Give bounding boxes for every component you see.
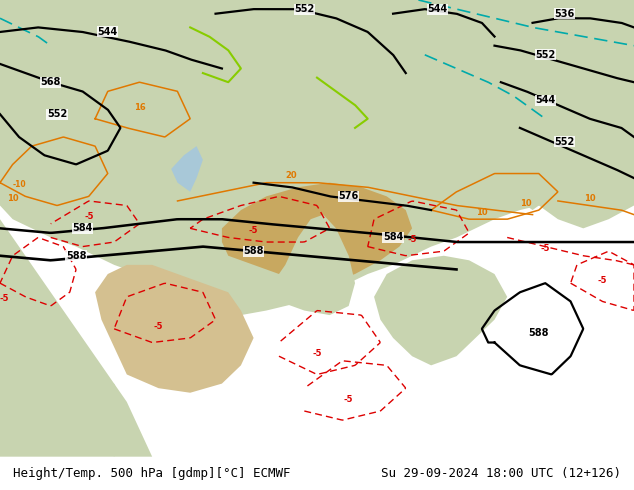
Polygon shape [0, 0, 634, 315]
Polygon shape [374, 256, 507, 366]
Text: 552: 552 [535, 50, 555, 60]
Text: -5: -5 [313, 349, 321, 358]
Text: 552: 552 [554, 137, 574, 147]
Text: -5: -5 [344, 395, 353, 404]
Polygon shape [171, 146, 203, 192]
Text: -5: -5 [598, 276, 607, 285]
Text: 10: 10 [521, 198, 532, 207]
Text: 588: 588 [243, 246, 264, 256]
Polygon shape [222, 183, 412, 283]
Text: 10: 10 [7, 194, 18, 203]
Text: 16: 16 [134, 102, 145, 112]
Text: 588: 588 [529, 328, 549, 339]
Text: 584: 584 [72, 223, 93, 233]
Text: 584: 584 [383, 232, 403, 243]
Text: 544: 544 [427, 4, 448, 14]
Polygon shape [552, 146, 602, 215]
Text: 544: 544 [98, 27, 118, 37]
Polygon shape [0, 219, 127, 457]
Text: 568: 568 [41, 77, 61, 87]
Polygon shape [101, 384, 152, 457]
Text: -10: -10 [13, 180, 26, 189]
Text: 10: 10 [584, 194, 595, 203]
Text: -5: -5 [249, 226, 258, 235]
Polygon shape [514, 173, 545, 210]
Polygon shape [95, 265, 254, 393]
Text: 552: 552 [47, 109, 67, 119]
Text: 20: 20 [286, 171, 297, 180]
Text: -5: -5 [541, 244, 550, 253]
Text: 536: 536 [554, 9, 574, 19]
Polygon shape [273, 215, 355, 315]
Text: 544: 544 [535, 96, 555, 105]
Text: 576: 576 [339, 192, 359, 201]
Text: Su 29-09-2024 18:00 UTC (12+126): Su 29-09-2024 18:00 UTC (12+126) [381, 467, 621, 480]
Text: -5: -5 [0, 294, 10, 303]
Text: -5: -5 [408, 235, 417, 244]
Text: 588: 588 [66, 251, 86, 261]
Text: -5: -5 [84, 212, 93, 221]
Text: -5: -5 [154, 322, 163, 331]
Text: 10: 10 [476, 208, 488, 217]
Text: 552: 552 [294, 4, 314, 14]
Text: Height/Temp. 500 hPa [gdmp][°C] ECMWF: Height/Temp. 500 hPa [gdmp][°C] ECMWF [13, 467, 290, 480]
